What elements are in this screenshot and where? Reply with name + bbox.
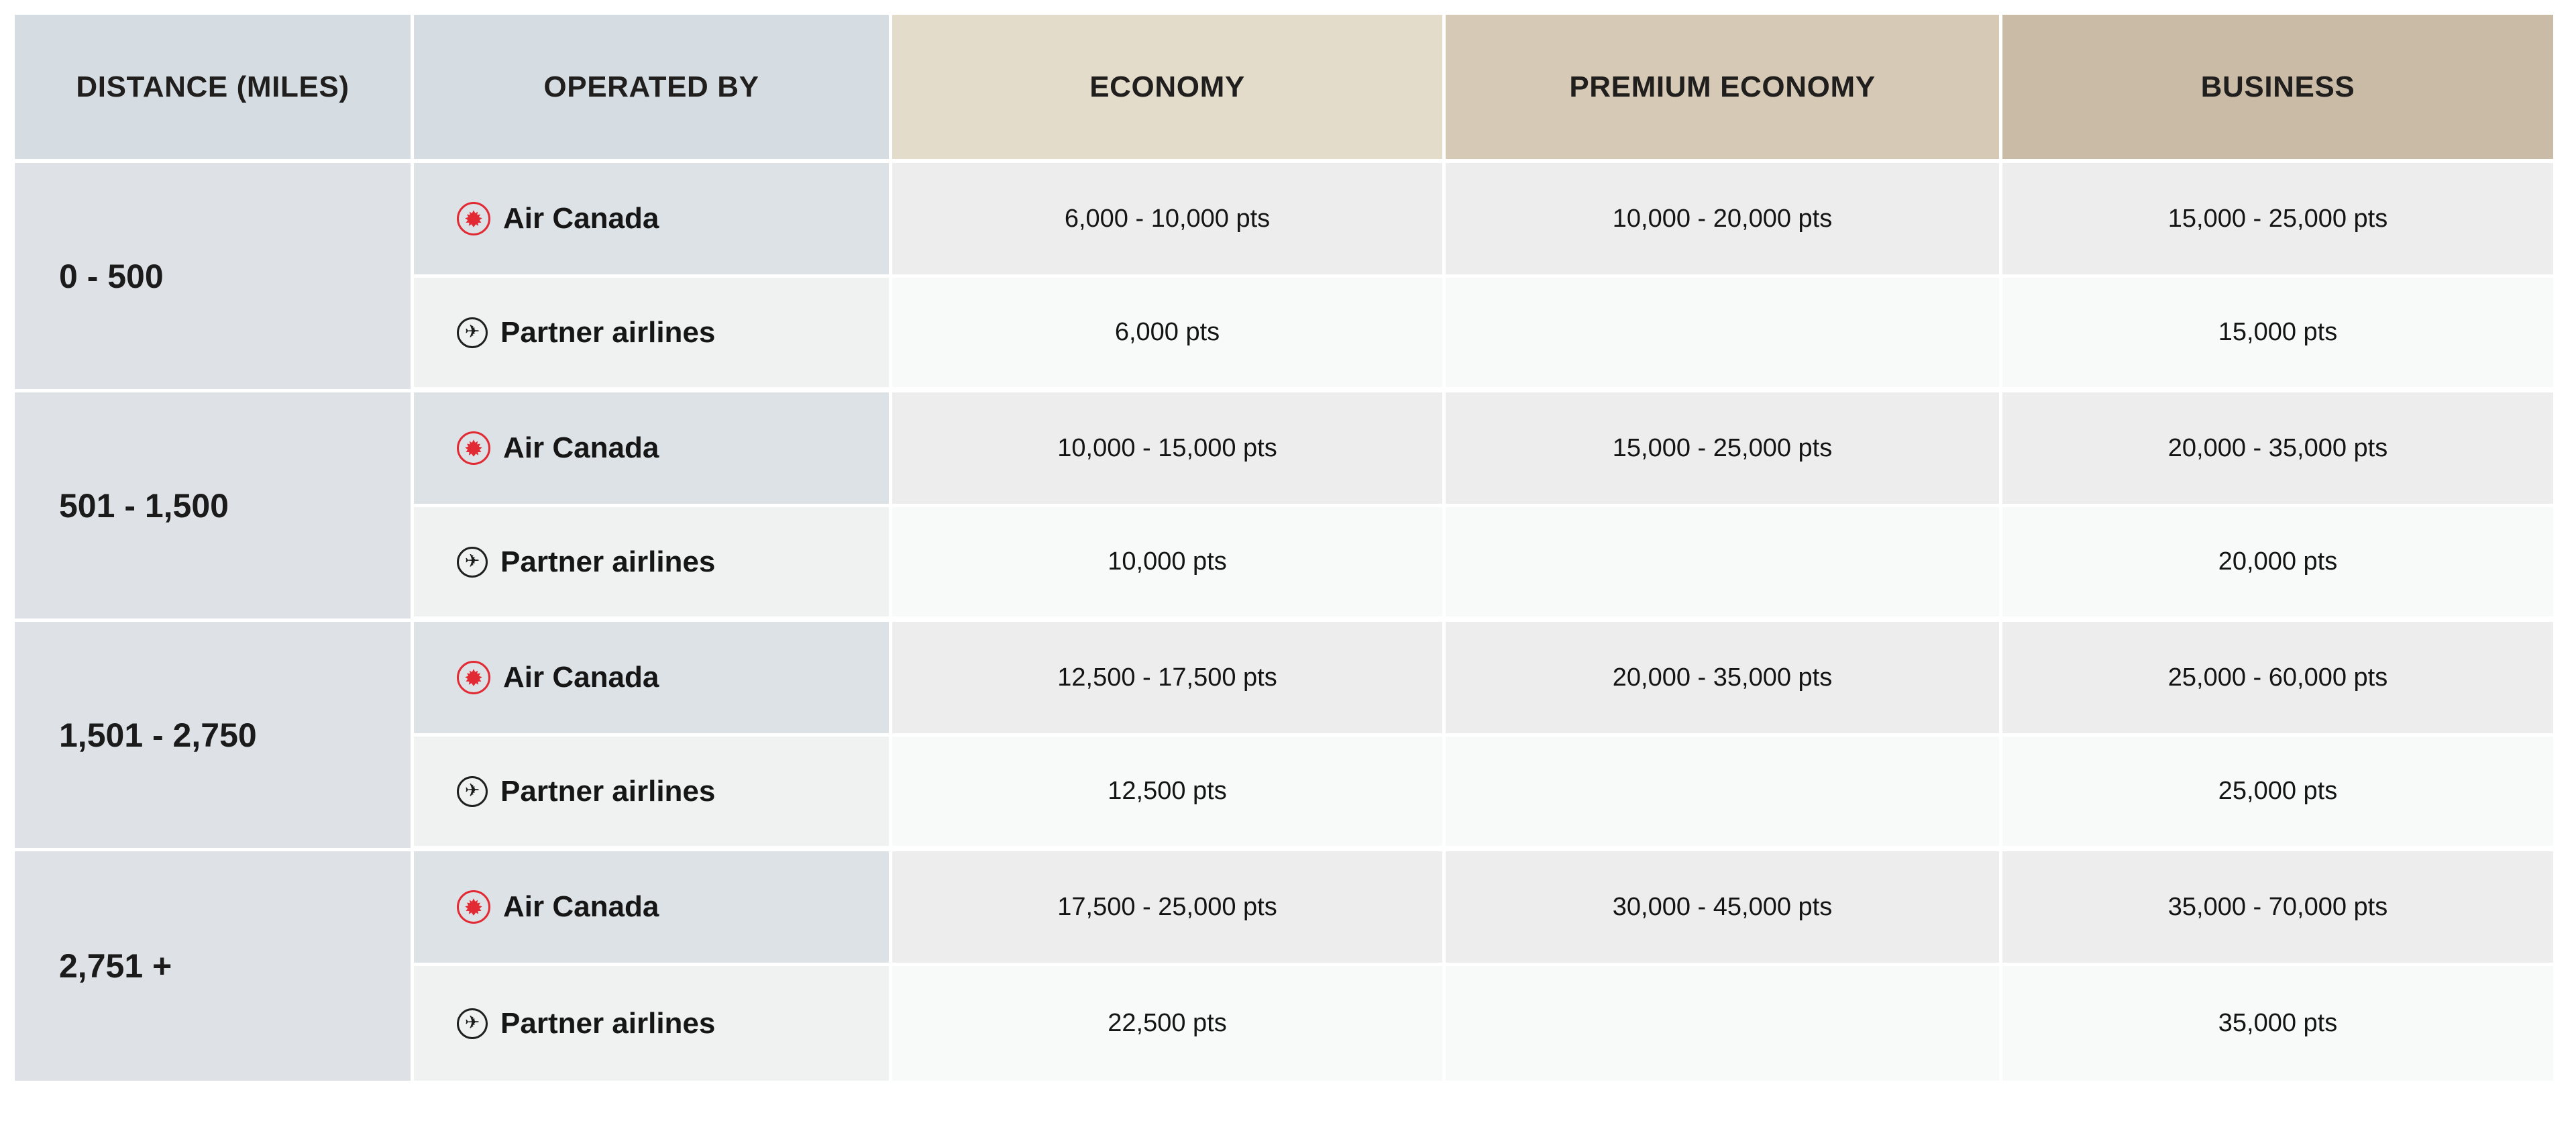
economy-cell: 17,500 - 25,000 pts [892,851,1446,966]
premium-economy-cell [1446,507,2002,622]
business-cell: 35,000 pts [2002,966,2553,1081]
partner-airlines-icon: ✈ [457,775,488,807]
distance-cell: 501 - 1,500 [15,392,414,622]
operator-cell: Air Canada [414,851,892,966]
business-cell: 15,000 pts [2002,278,2553,392]
partner-airlines-icon: ✈ [457,546,488,578]
operator-label: Air Canada [503,661,659,694]
operator-cell: Air Canada [414,163,892,278]
header-distance: DISTANCE (MILES) [15,15,414,163]
business-cell: 15,000 - 25,000 pts [2002,163,2553,278]
header-economy: ECONOMY [892,15,1446,163]
operator-cell: ✈ Partner airlines [414,966,892,1081]
distance-cell: 2,751 + [15,851,414,1081]
header-row: DISTANCE (MILES) OPERATED BY ECONOMY PRE… [15,15,2553,163]
business-cell: 20,000 pts [2002,507,2553,622]
business-cell: 25,000 - 60,000 pts [2002,622,2553,737]
premium-economy-cell: 10,000 - 20,000 pts [1446,163,2002,278]
table-row: 2,751 + Air Canada 17,500 - 25,000 pts 3… [15,851,2553,1081]
header-premium-economy: PREMIUM ECONOMY [1446,15,2002,163]
table-row: ✈ Partner airlines 10,000 pts 20,000 pts [15,507,2553,622]
operator-cell: ✈ Partner airlines [414,737,892,851]
operator-label: Air Canada [503,890,659,923]
table-row: ✈ Partner airlines 22,500 pts 35,000 pts [15,966,2553,1081]
air-canada-roundel-icon [457,431,490,465]
premium-economy-cell: 30,000 - 45,000 pts [1446,851,2002,966]
economy-cell: 6,000 pts [892,278,1446,392]
table-row: 501 - 1,500 Air Canada 10,000 - 15,000 p… [15,392,2553,622]
air-canada-roundel-icon [457,202,490,235]
economy-cell: 10,000 pts [892,507,1446,622]
premium-economy-cell: 20,000 - 35,000 pts [1446,622,2002,737]
economy-cell: 12,500 pts [892,737,1446,851]
operator-cell: Air Canada [414,622,892,737]
operator-label: Partner airlines [500,545,716,578]
premium-economy-cell [1446,278,2002,392]
air-canada-roundel-icon [457,890,490,924]
operator-cell: ✈ Partner airlines [414,507,892,622]
air-canada-roundel-icon [457,661,490,694]
distance-cell: 0 - 500 [15,163,414,392]
header-operated-by: OPERATED BY [414,15,892,163]
header-business: BUSINESS [2002,15,2553,163]
distance-cell: 1,501 - 2,750 [15,622,414,851]
operator-label: Partner airlines [500,774,716,808]
table-row: 0 - 500 Air Canada 6,000 - 10,000 pts 10… [15,163,2553,392]
operator-cell: Air Canada [414,392,892,507]
operator-cell: ✈ Partner airlines [414,278,892,392]
table-row: ✈ Partner airlines 6,000 pts 15,000 pts [15,278,2553,392]
table-row: 1,501 - 2,750 Air Canada 12,500 - 17,500… [15,622,2553,851]
premium-economy-cell [1446,966,2002,1081]
operator-label: Partner airlines [500,1006,716,1040]
partner-airlines-icon: ✈ [457,317,488,348]
premium-economy-cell: 15,000 - 25,000 pts [1446,392,2002,507]
economy-cell: 10,000 - 15,000 pts [892,392,1446,507]
economy-cell: 12,500 - 17,500 pts [892,622,1446,737]
award-chart-table: DISTANCE (MILES) OPERATED BY ECONOMY PRE… [15,15,2553,1081]
premium-economy-cell [1446,737,2002,851]
economy-cell: 6,000 - 10,000 pts [892,163,1446,278]
business-cell: 25,000 pts [2002,737,2553,851]
table-row: ✈ Partner airlines 12,500 pts 25,000 pts [15,737,2553,851]
operator-label: Partner airlines [500,315,716,349]
business-cell: 20,000 - 35,000 pts [2002,392,2553,507]
business-cell: 35,000 - 70,000 pts [2002,851,2553,966]
operator-label: Air Canada [503,431,659,464]
operator-label: Air Canada [503,202,659,235]
partner-airlines-icon: ✈ [457,1008,488,1039]
economy-cell: 22,500 pts [892,966,1446,1081]
